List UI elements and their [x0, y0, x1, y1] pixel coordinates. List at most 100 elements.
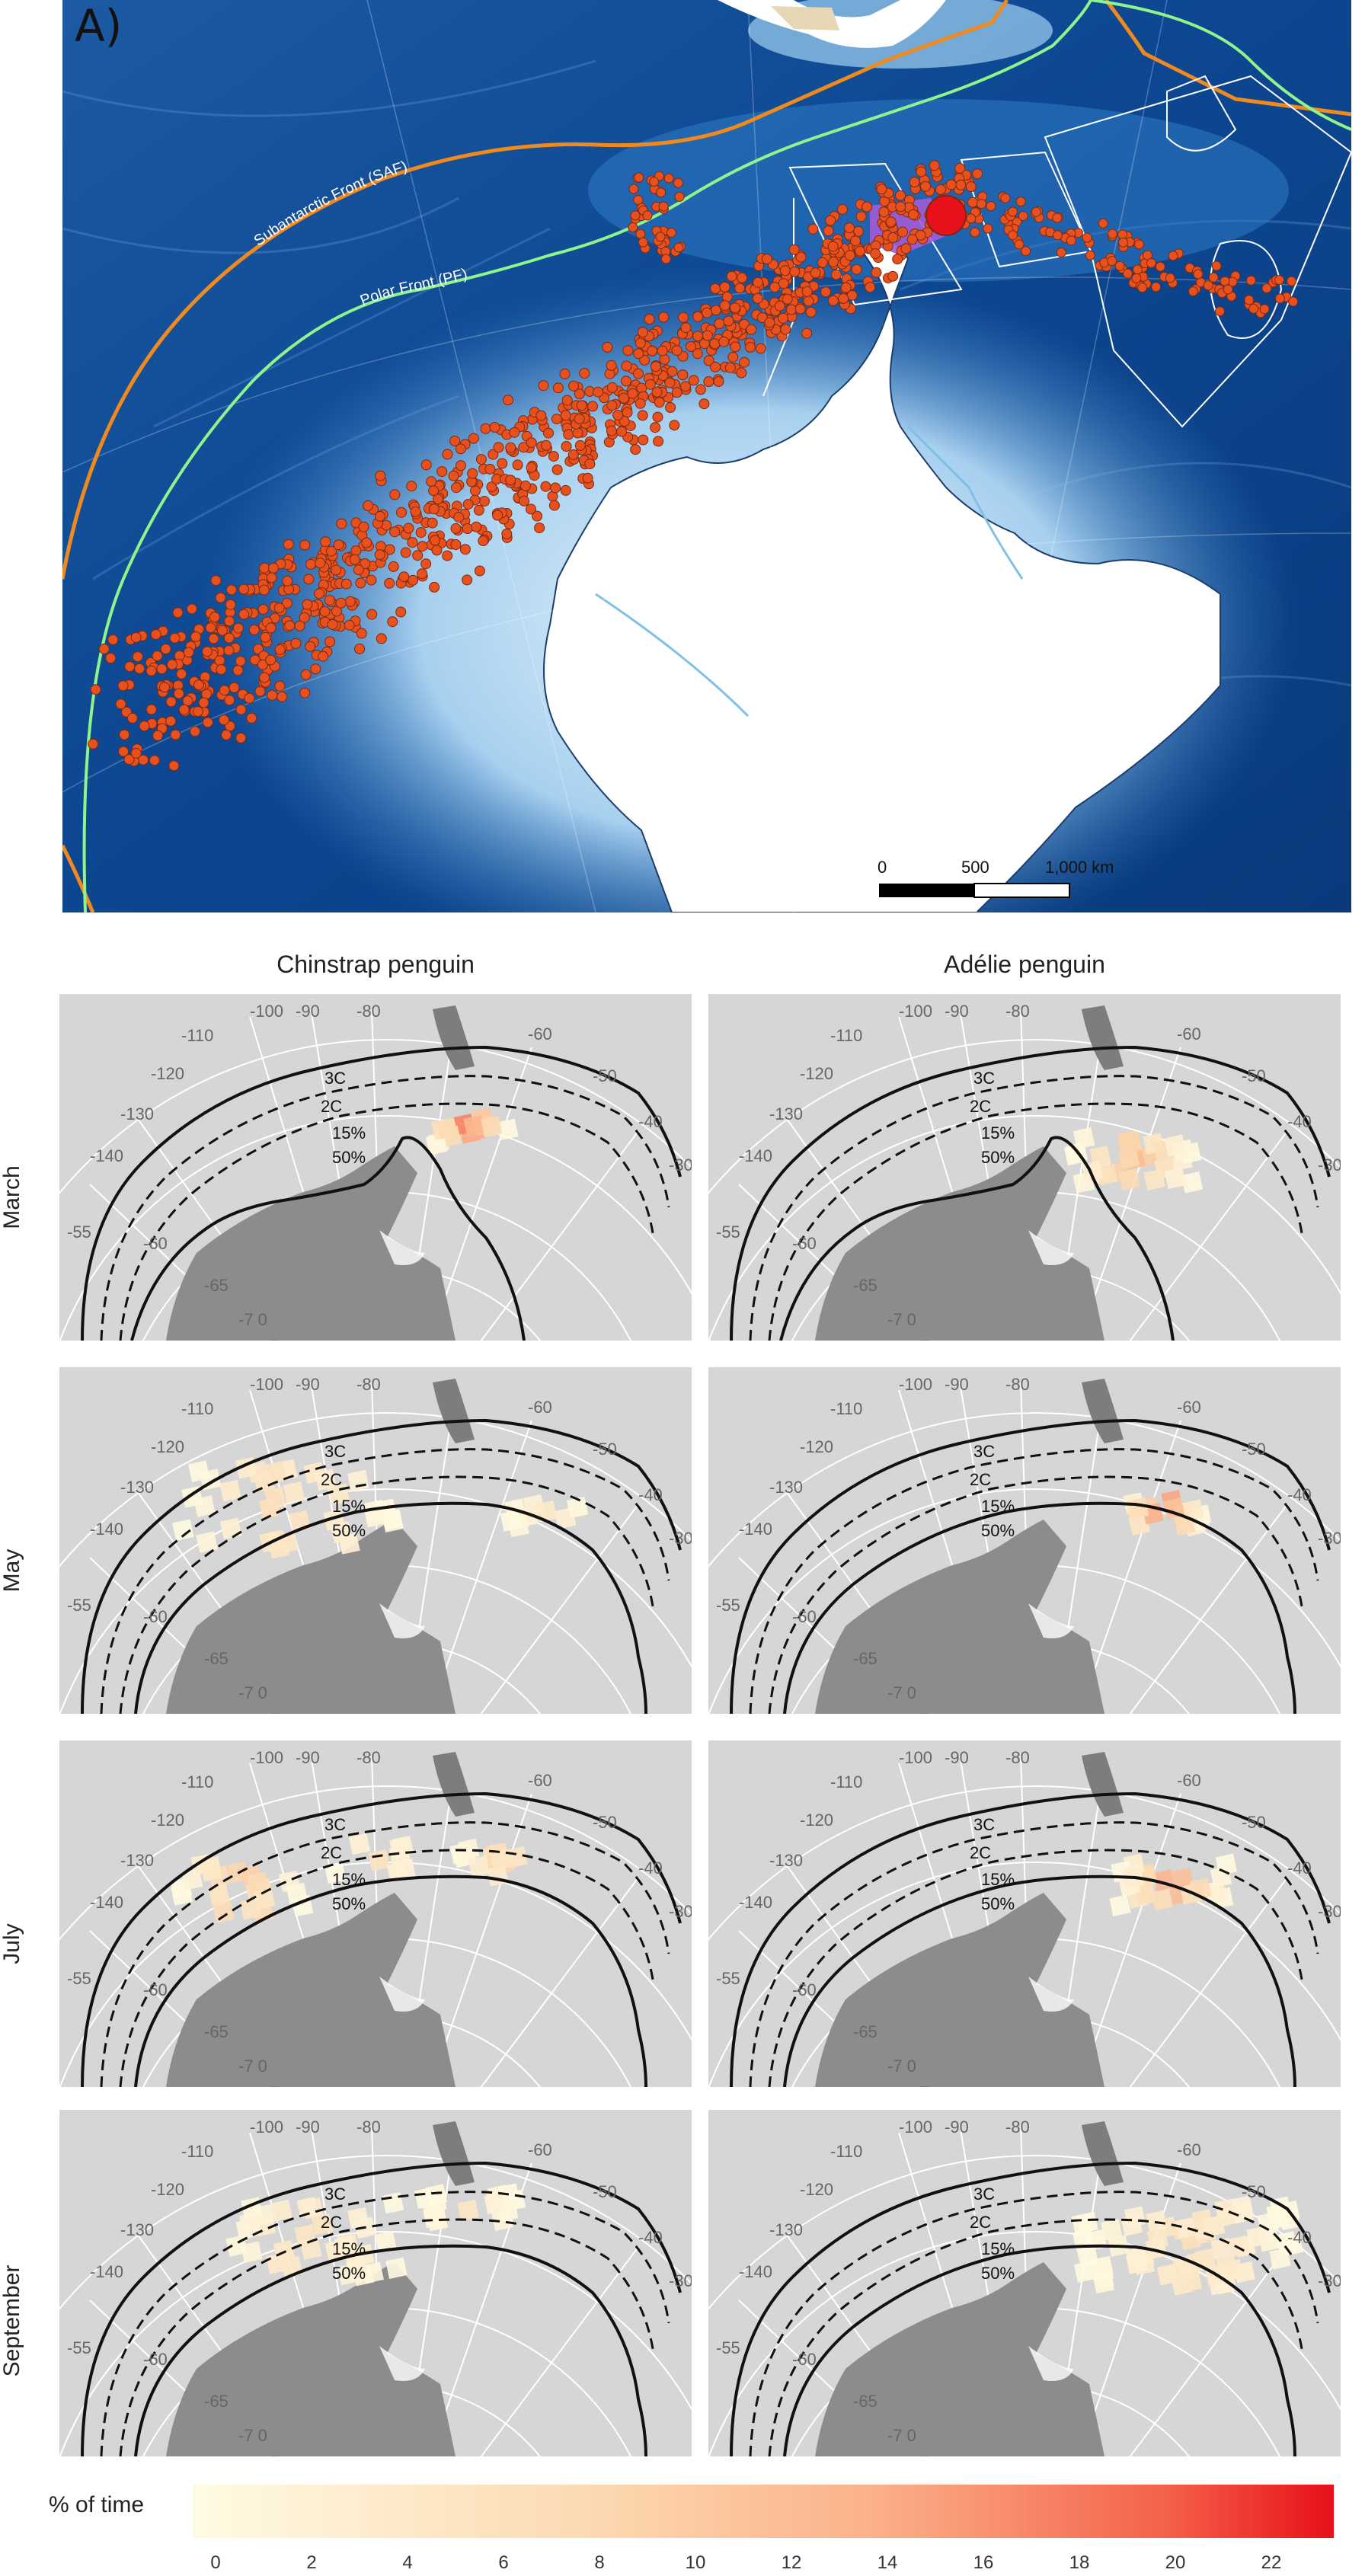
contour-label: 50%: [981, 1894, 1015, 1913]
map-adelie-september: 3C 2C 15% 50% -100 -90 -80 -110 -120 -130 -140 -60 -…: [708, 2110, 1341, 2456]
longitude-label: -120: [151, 1811, 184, 1830]
longitude-label: -100: [899, 1748, 932, 1767]
longitude-label: -50: [593, 1440, 617, 1459]
legend-tick: 12: [782, 2552, 802, 2573]
south-america-tip: [433, 1752, 475, 1817]
latitude-label: -7 0: [887, 2057, 916, 2076]
latitude-label: -7 0: [238, 2426, 267, 2445]
latitude-label: -7: [914, 1337, 929, 1341]
contour-label: 15%: [981, 1123, 1015, 1143]
longitude-label: -140: [90, 1893, 123, 1912]
antarctic-peninsula: [166, 1893, 456, 2087]
longitude-label: -90: [296, 1748, 320, 1767]
longitude-label: -110: [181, 1399, 213, 1418]
map-adelie-march: 3C 2C 15% 50% -100 -90 -80 -110 -120 -130 -140 -60 -…: [708, 994, 1341, 1341]
longitude-label: -60: [528, 1771, 552, 1790]
legend-tick: 18: [1069, 2552, 1090, 2573]
south-america-tip: [1082, 2121, 1124, 2186]
longitude-label: -50: [1242, 1440, 1266, 1459]
longitude-label: -110: [181, 1772, 213, 1791]
map-adelie-july: 3C 2C 15% 50% -100 -90 -80 -110 -120 -130 -140 -60 -…: [708, 1740, 1341, 2087]
longitude-label: -140: [739, 1893, 772, 1912]
row-label-may: May: [0, 1548, 24, 1593]
contour-lines: [730, 1418, 1331, 1714]
time-density-cells: [225, 2183, 526, 2287]
contour-label: 15%: [981, 1497, 1015, 1516]
longitude-label: -50: [1242, 1066, 1266, 1085]
latitude-label: -55: [716, 2338, 740, 2357]
panel-a-letter: A): [75, 0, 123, 52]
longitude-label: -80: [356, 1002, 381, 1021]
contour-label: 15%: [981, 2239, 1015, 2258]
longitude-label: -40: [1287, 1858, 1312, 1878]
longitude-label: -60: [528, 1024, 552, 1044]
scale-tick-1000: 1,000 km: [1045, 858, 1114, 877]
contour-lines: [81, 1045, 682, 1341]
latitude-label: -60: [143, 1234, 168, 1253]
longitude-label: -90: [945, 1375, 969, 1394]
longitude-label: -60: [1177, 1024, 1201, 1044]
contour-label: 2C: [970, 1097, 991, 1116]
longitude-label: -90: [296, 1002, 320, 1021]
longitude-label: -40: [1287, 1485, 1312, 1504]
longitude-label: -100: [899, 2117, 932, 2137]
longitude-label: -120: [800, 1064, 833, 1083]
longitude-label: -120: [151, 2180, 184, 2199]
contour-label: 3C: [324, 1815, 346, 1834]
ice-patch: [379, 1977, 425, 2012]
latitude-label: -55: [716, 1969, 740, 1988]
subantarctic-front-east: [1104, 0, 1351, 117]
latitude-label: -65: [204, 1276, 229, 1295]
longitude-label: -90: [945, 1002, 969, 1021]
contour-label: 15%: [981, 1870, 1015, 1889]
longitude-label: -130: [120, 1851, 154, 1870]
longitude-label: -60: [1177, 1398, 1201, 1417]
map-adelie-may: 3C 2C 15% 50% -100 -90 -80 -110 -120 -130 -140 -60 -…: [708, 1367, 1341, 1714]
subantarctic-front-line: [62, 0, 1009, 580]
map-chinstrap-july: 3C 2C 15% 50% -100 -90 -80 -110 -120 -130 -140 -60 -…: [59, 1740, 692, 2087]
longitude-label: -140: [739, 1146, 772, 1165]
contour-label: 2C: [321, 1470, 342, 1489]
longitude-label: -110: [830, 1026, 862, 1045]
antarctic-peninsula: [166, 2262, 456, 2456]
latitude-label: -7: [265, 2453, 280, 2456]
longitude-label: -120: [800, 1437, 833, 1456]
longitude-label: -100: [899, 1002, 932, 1021]
longitude-label: -30: [1318, 1902, 1341, 1921]
antarctic-peninsula: [815, 1146, 1104, 1341]
antarctic-peninsula: [815, 2262, 1104, 2456]
latitude-label: -65: [853, 2022, 878, 2041]
longitude-label: -120: [151, 1437, 184, 1456]
longitude-label: -140: [90, 1146, 123, 1165]
longitude-label: -30: [669, 1529, 692, 1548]
longitude-label: -130: [769, 1104, 803, 1123]
contour-label: 15%: [332, 1123, 366, 1143]
longitude-label: -130: [769, 2220, 803, 2239]
antarctic-peninsula: [166, 1146, 456, 1341]
south-america-tip: [1082, 1752, 1124, 1817]
contour-label: 2C: [321, 1843, 342, 1862]
latitude-label: -60: [792, 1234, 817, 1253]
row-label-july: July: [0, 1923, 24, 1964]
longitude-label: -30: [669, 2271, 692, 2290]
contour-label: 15%: [332, 1870, 366, 1889]
longitude-label: -130: [120, 1104, 154, 1123]
contour-label: 2C: [321, 1097, 342, 1116]
row-label-september: September: [0, 2264, 24, 2377]
legend-tick: 0: [210, 2552, 220, 2573]
contour-lines: [730, 1045, 1331, 1341]
scalebar: 0 500 1,000 km: [878, 858, 1114, 898]
legend-tick: 2: [306, 2552, 316, 2573]
longitude-label: -90: [945, 1748, 969, 1767]
longitude-label: -110: [830, 1772, 862, 1791]
legend-tick: 20: [1165, 2552, 1186, 2573]
column-title-adelie: Adélie penguin: [944, 951, 1105, 978]
ice-patch: [1028, 1230, 1074, 1265]
longitude-label: -30: [669, 1155, 692, 1175]
scale-tick-0: 0: [878, 858, 887, 877]
latitude-label: -65: [853, 1276, 878, 1295]
latitude-label: -7 0: [238, 1310, 267, 1329]
longitude-label: -120: [800, 2180, 833, 2199]
longitude-label: -80: [356, 1375, 381, 1394]
latitude-label: -7: [265, 1337, 280, 1341]
